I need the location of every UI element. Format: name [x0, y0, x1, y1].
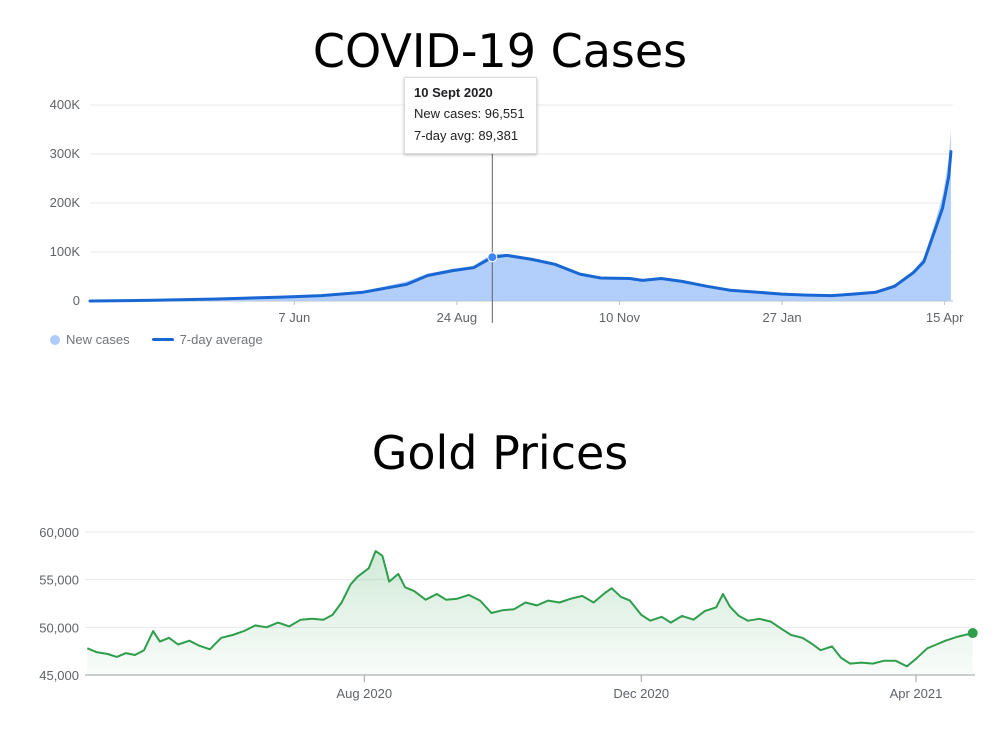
covid-x-tick-label: 10 Nov: [599, 310, 641, 325]
covid-average-path: [88, 150, 953, 303]
tooltip-date: 10 Sept 2020: [414, 85, 493, 100]
covid-x-tick-label: 27 Jan: [763, 310, 802, 325]
gold-price-line: [86, 550, 973, 668]
covid-gridlines: [90, 104, 953, 302]
legend-item-average[interactable]: 7-day average: [151, 332, 263, 347]
gold-gridlines: [85, 531, 975, 676]
gold-end-dot: [967, 628, 978, 639]
gold-price-path: [86, 550, 973, 668]
gold-y-tick-label: 55,000: [39, 573, 79, 588]
covid-chart-title: COVID-19 Cases: [312, 24, 688, 78]
tooltip-seven-day-avg: 7-day avg: 89,381: [414, 128, 519, 143]
covid-y-axis: 400K 300K 200K 100K 0: [50, 97, 81, 308]
covid-x-tick-label: 24 Aug: [437, 310, 478, 325]
gold-y-tick-label: 45,000: [39, 668, 79, 683]
gold-x-tick-label: Aug 2020: [336, 686, 392, 701]
gold-end-marker: [967, 628, 978, 639]
covid-x-axis: 7 Jun 24 Aug 10 Nov 27 Jan 15 Apr: [278, 301, 964, 325]
gold-x-tick-label: Dec 2020: [613, 686, 669, 701]
covid-hover-dot: [487, 252, 498, 263]
gold-x-tick-label: Apr 2021: [890, 686, 943, 701]
covid-legend: New cases 7-day average: [50, 332, 263, 347]
covid-y-tick-label: 200K: [50, 195, 81, 210]
gold-chart-title: Gold Prices: [371, 426, 629, 480]
gold-x-axis: Aug 2020 Dec 2020 Apr 2021: [336, 675, 942, 701]
covid-average-line: [88, 150, 953, 303]
covid-hover-marker: [487, 148, 498, 323]
tooltip-new-cases: New cases: 96,551: [414, 106, 525, 121]
covid-tooltip: 10 Sept 2020 New cases: 96,551 7-day avg…: [404, 77, 537, 154]
legend-item-new-cases[interactable]: New cases: [50, 332, 130, 347]
legend-label-average: 7-day average: [179, 332, 263, 347]
legend-label-new-cases: New cases: [66, 332, 130, 347]
legend-dot-icon: [50, 334, 60, 345]
covid-new-cases-fill: [90, 129, 951, 301]
gold-y-tick-label: 50,000: [39, 620, 79, 635]
covid-new-cases-area: [90, 129, 951, 301]
covid-x-tick-label: 15 Apr: [926, 310, 964, 325]
covid-y-tick-label: 300K: [50, 146, 81, 161]
gold-price-area: [87, 551, 973, 675]
covid-x-tick-label: 7 Jun: [278, 310, 310, 325]
gold-area-fill: [87, 551, 973, 675]
covid-chart: 400K 300K 200K 100K 0 7 Jun 24 Aug 10 Nov 27 Ja…: [50, 97, 964, 325]
covid-y-tick-label: 400K: [50, 97, 81, 112]
gold-y-axis: 60,000 55,000 50,000 45,000: [39, 525, 79, 683]
covid-y-tick-label: 100K: [50, 244, 81, 259]
legend-line-icon: [151, 338, 174, 341]
gold-y-tick-label: 60,000: [39, 525, 79, 540]
covid-y-tick-label: 0: [73, 293, 80, 308]
